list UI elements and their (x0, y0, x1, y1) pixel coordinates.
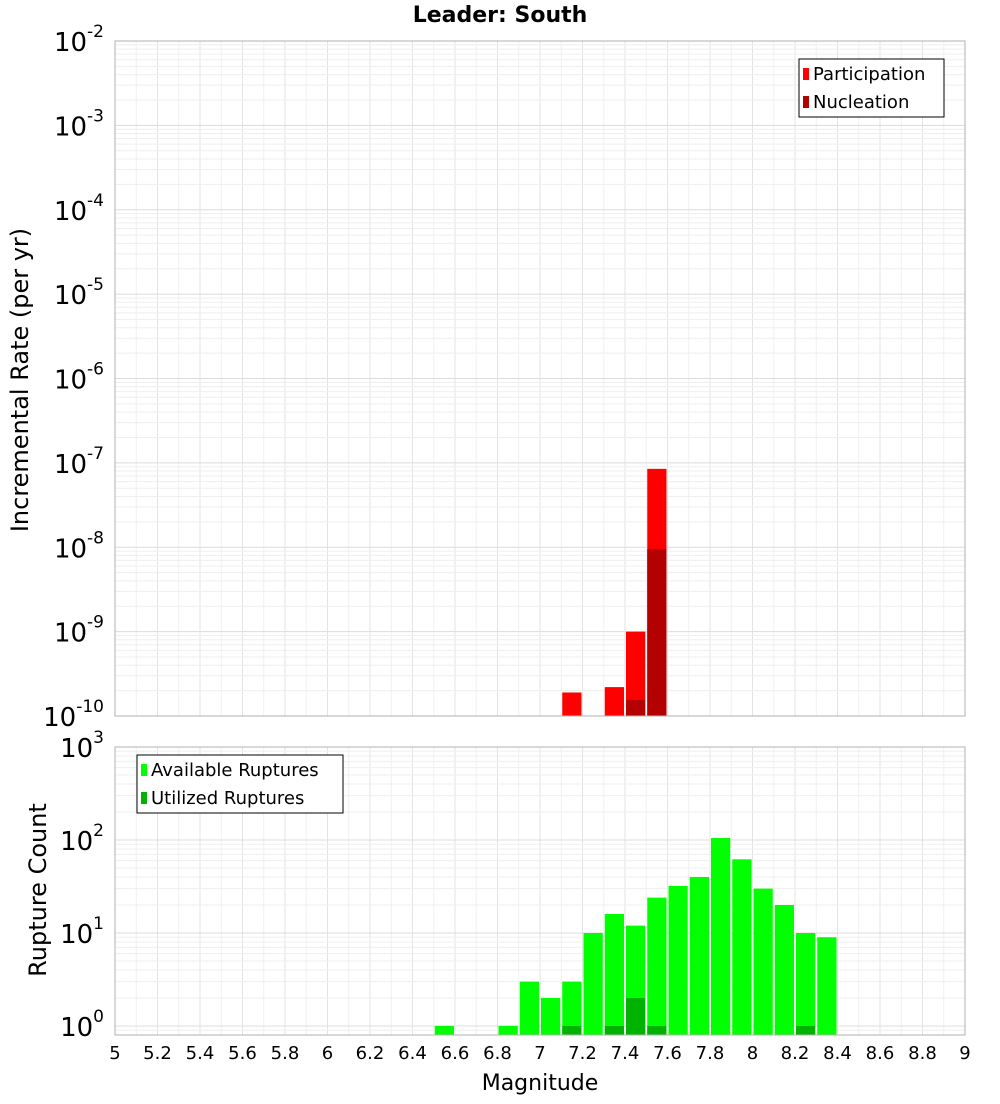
x-tick-label: 7.8 (696, 1043, 725, 1064)
bar-rate-primary (604, 687, 624, 716)
x-tick-label: 7.2 (568, 1043, 597, 1064)
bar-count-primary (541, 997, 561, 1035)
plot-area-border (114, 40, 966, 717)
legend-swatch (141, 764, 147, 776)
x-tick-label: 8.8 (908, 1043, 937, 1064)
bar-rate-primary (562, 692, 582, 716)
bar-count-primary (562, 981, 582, 1035)
y-tick-label: 100 (60, 1007, 104, 1043)
bar-count-primary (668, 886, 688, 1035)
x-tick-label: 7 (534, 1043, 545, 1064)
bar-count-secondary (647, 1025, 667, 1035)
bar-rate-secondary (626, 699, 646, 716)
legend-swatch (803, 96, 809, 108)
x-tick-label: 6.8 (483, 1043, 512, 1064)
y-tick-label: 10-3 (54, 106, 104, 142)
legend-label: Nucleation (813, 92, 909, 113)
x-tick-label: 7.6 (653, 1043, 682, 1064)
bar-count-primary (498, 1025, 518, 1035)
y-axis-label-count: Rupture Count (24, 803, 52, 977)
x-tick-label: 8.4 (823, 1043, 852, 1064)
bar-count-primary (753, 888, 773, 1035)
x-tick-label: 6 (322, 1043, 333, 1064)
x-tick-label: 6.6 (441, 1043, 470, 1064)
bar-count-primary (689, 877, 709, 1035)
bar-count-primary (519, 981, 539, 1035)
bar-count-secondary (562, 1025, 582, 1035)
legend-label: Participation (813, 64, 925, 85)
x-tick-label: 7.4 (611, 1043, 640, 1064)
bar-count-primary (796, 932, 816, 1035)
x-tick-label: 9 (959, 1043, 970, 1064)
y-tick-label: 10-7 (54, 444, 104, 480)
x-tick-label: 8.2 (781, 1043, 810, 1064)
bar-count-primary (604, 914, 624, 1035)
chart-title: Leader: South (413, 3, 588, 28)
x-tick-label: 5.4 (186, 1043, 215, 1064)
y-tick-label: 10-2 (54, 22, 104, 58)
y-tick-label: 102 (60, 821, 104, 857)
legend-label: Utilized Ruptures (151, 788, 304, 809)
y-tick-label: 10-9 (54, 613, 104, 649)
bar-count-primary (774, 904, 794, 1035)
y-tick-label: 10-10 (43, 697, 104, 733)
bar-count-secondary (796, 1025, 816, 1035)
bar-count-primary (647, 897, 667, 1035)
x-tick-label: 6.4 (398, 1043, 427, 1064)
y-tick-label: 10-4 (54, 191, 104, 227)
x-tick-label: 8 (747, 1043, 758, 1064)
bar-count-primary (817, 937, 837, 1035)
legend-box (798, 58, 945, 118)
y-tick-label: 10-6 (54, 360, 104, 396)
legend-box (136, 754, 344, 814)
legend-swatch (803, 68, 809, 80)
y-tick-label: 10-5 (54, 275, 104, 311)
y-axis-label-rate: Incremental Rate (per yr) (6, 228, 34, 532)
bar-count-primary (732, 859, 752, 1035)
bar-rate-primary (626, 631, 646, 716)
bar-count-primary (434, 1025, 454, 1035)
bar-count-primary (583, 932, 603, 1035)
plot-area-border (114, 746, 966, 1036)
bar-count-primary (711, 838, 731, 1035)
bar-rate-secondary (647, 549, 667, 716)
x-tick-label: 5.8 (271, 1043, 300, 1064)
bar-count-secondary (604, 1025, 624, 1035)
x-tick-label: 5 (109, 1043, 120, 1064)
x-tick-label: 5.6 (228, 1043, 257, 1064)
x-tick-label: 8.6 (866, 1043, 895, 1064)
legend-swatch (141, 792, 147, 804)
x-axis-label: Magnitude (482, 1071, 599, 1096)
x-tick-label: 5.2 (143, 1043, 172, 1064)
y-tick-label: 101 (60, 914, 104, 950)
bar-count-secondary (626, 997, 646, 1035)
legend-label: Available Ruptures (151, 760, 319, 781)
x-tick-label: 6.2 (356, 1043, 385, 1064)
y-tick-label: 103 (60, 728, 104, 764)
y-tick-label: 10-8 (54, 528, 104, 564)
